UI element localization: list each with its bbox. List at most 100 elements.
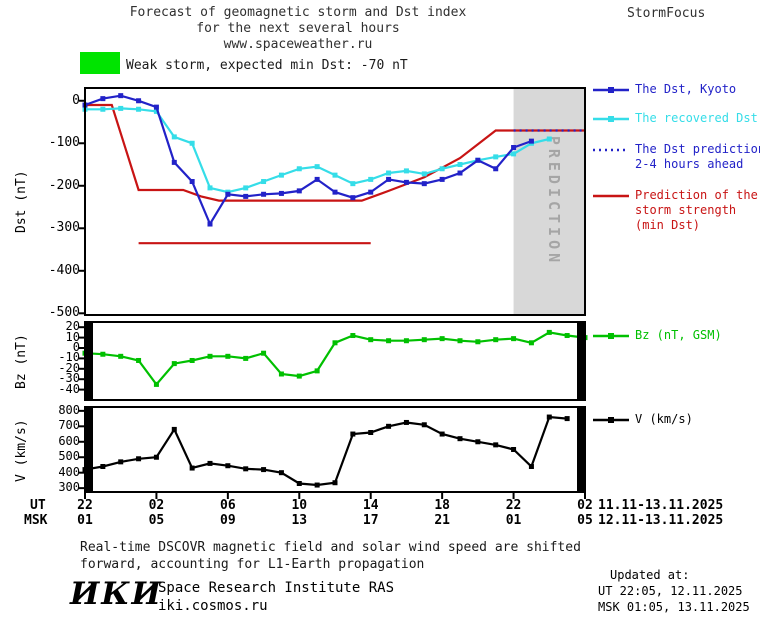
legend-entry: The Dst, Kyoto	[592, 82, 736, 97]
page-title-line1: Forecast of geomagnetic storm and Dst in…	[129, 5, 467, 20]
series-bz-nt-gsm--marker	[368, 337, 374, 343]
series-the-dst-kyoto-marker	[439, 176, 445, 182]
panel-frame	[84, 87, 586, 316]
series-bz-nt-gsm--marker	[296, 373, 302, 379]
series-the-dst-kyoto-marker	[189, 179, 195, 185]
series-the-dst-kyoto-marker	[100, 96, 106, 102]
ut-row-label: UT	[30, 498, 46, 513]
series-v-km-s--marker	[243, 466, 249, 472]
institute-name: Space Research Institute RAS	[158, 580, 395, 596]
series-the-recovered-dst-marker	[153, 108, 159, 114]
series-v-km-s--marker	[100, 464, 106, 469]
series-the-dst-kyoto-marker	[261, 191, 267, 197]
msk-row-label: MSK	[24, 513, 48, 528]
ytick-label: -20	[58, 360, 80, 375]
series-bz-nt-gsm--marker	[403, 338, 409, 344]
series-the-recovered-dst-marker	[118, 105, 124, 111]
legend-sample	[593, 87, 629, 93]
legend-entry: Prediction of the storm strength (min Dst)	[592, 188, 758, 233]
updated-ut: UT 22:05, 12.11.2025	[598, 584, 743, 598]
panel-frame	[84, 321, 586, 401]
series-the-recovered-dst-marker	[403, 168, 409, 174]
series-v-km-s--marker	[296, 481, 302, 486]
footnote-line1: Real-time DSCOVR magnetic field and sola…	[80, 540, 581, 555]
footnote-line2: forward, accounting for L1-Earth propaga…	[80, 557, 425, 572]
series-bz-nt-gsm--marker	[225, 353, 231, 359]
legend-sample	[593, 333, 629, 339]
series-v-km-s--marker	[475, 439, 481, 445]
series-the-recovered-dst-marker	[439, 166, 445, 172]
xtick-ut: 02	[577, 498, 593, 513]
ytick-label: -300	[48, 220, 80, 236]
xtick-msk: 05	[148, 513, 165, 528]
series-the-recovered-dst-marker	[261, 179, 267, 185]
series-prediction-of-the-storm-strength-min-dst-	[85, 103, 585, 202]
institute-site: iki.cosmos.ru	[158, 598, 268, 614]
series-v-km-s--marker	[368, 430, 374, 435]
series-the-recovered-dst-marker	[207, 185, 213, 191]
series-the-dst-kyoto-marker	[368, 189, 374, 195]
updated-msk: MSK 01:05, 13.11.2025	[598, 600, 750, 614]
legend-sample	[593, 116, 629, 122]
ytick-label: -40	[58, 381, 80, 396]
ytick-label: 0	[72, 92, 80, 108]
dst-axis-label: Dst (nT)	[14, 170, 29, 233]
axis-edge-bar	[85, 322, 93, 400]
series-the-recovered-dst-marker	[278, 172, 284, 178]
series-the-dst-kyoto-marker	[511, 145, 517, 151]
ytick-label: -500	[48, 305, 80, 321]
series-the-dst-kyoto-marker	[332, 189, 338, 195]
series-bz-nt-gsm--marker	[493, 337, 499, 343]
storm-level-swatch	[80, 52, 120, 74]
series-v-km-s--marker	[136, 456, 142, 462]
series-the-recovered-dst-marker	[350, 181, 356, 187]
series-the-dst-kyoto-marker	[475, 157, 481, 163]
series-v-km-s--marker	[403, 419, 409, 425]
updated-label: Updated at:	[610, 568, 690, 582]
xtick-ut: 14	[362, 498, 379, 513]
xtick-msk: 05	[577, 513, 593, 528]
series-the-dst-kyoto-marker	[493, 166, 499, 172]
series-bz-nt-gsm--marker	[171, 361, 177, 367]
series-the-recovered-dst-marker	[171, 134, 177, 140]
series-the-dst-kyoto-marker	[225, 191, 231, 197]
legend-sample	[593, 417, 629, 423]
series-the-dst-kyoto-marker	[171, 159, 177, 165]
legend-entry: V (km/s)	[592, 412, 693, 427]
xtick-msk: 21	[434, 513, 450, 528]
xtick-ut: 10	[291, 498, 308, 513]
legend-sample	[593, 194, 629, 198]
series-the-recovered-dst-marker	[511, 151, 517, 157]
legend-label: V (km/s)	[635, 412, 693, 426]
series-bz-nt-gsm--marker	[118, 353, 124, 359]
legend-label: Prediction of the storm strength (min Dst)	[635, 188, 758, 232]
series-v-km-s--marker	[511, 447, 517, 452]
series-the-dst-kyoto-marker	[386, 176, 392, 182]
series-the-dst-kyoto-marker	[207, 221, 213, 227]
xtick-msk: 13	[291, 513, 308, 528]
series-bz-nt-gsm--marker	[332, 340, 338, 346]
page-title-line2: for the next several hours	[196, 21, 400, 36]
series-v-km-s--marker	[564, 416, 570, 422]
series-v-km-s--marker	[225, 463, 231, 469]
ytick-label: -10	[58, 350, 80, 365]
legend-label: The Dst prediction 2-4 hours ahead	[635, 142, 760, 171]
series-bz-nt-gsm--marker	[439, 336, 445, 342]
series-v-km-s--marker	[546, 414, 552, 420]
brand-name: StormFocus	[627, 6, 706, 21]
series-bz-nt-gsm--marker	[457, 338, 463, 344]
prediction-band	[513, 88, 585, 315]
series-v-km-s--marker	[528, 464, 534, 469]
series-the-recovered-dst-marker	[457, 162, 463, 168]
series-the-dst-kyoto-marker	[296, 188, 302, 194]
legend-entry: The Dst prediction 2-4 hours ahead	[592, 142, 760, 172]
xtick-ut: 06	[220, 498, 236, 513]
series-the-recovered-dst-marker	[386, 170, 392, 176]
legend-label: Bz (nT, GSM)	[635, 328, 722, 342]
series-v-km-s--marker	[171, 426, 177, 432]
xtick-ut: 22	[77, 498, 93, 513]
legend-entry: The recovered Dst	[592, 111, 758, 126]
xtick-msk: 09	[220, 513, 236, 528]
series-the-recovered-dst-marker	[314, 164, 320, 170]
series-bz-nt-gsm--marker	[546, 329, 552, 335]
